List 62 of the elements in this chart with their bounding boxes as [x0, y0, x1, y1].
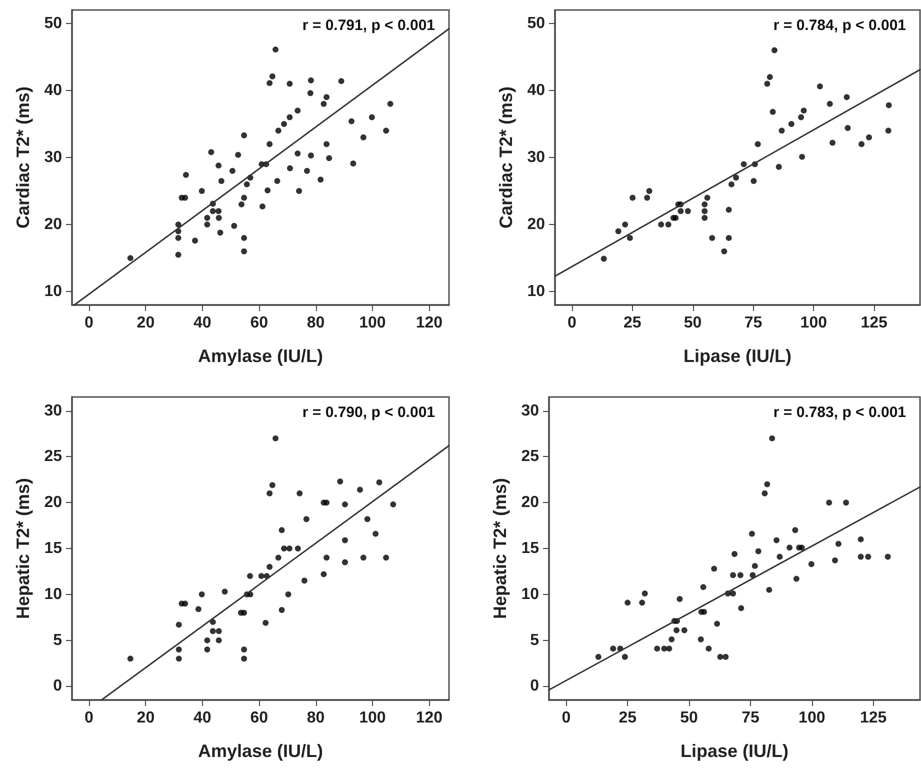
y-tick-label: 5: [530, 632, 540, 649]
y-tick-label: 5: [53, 632, 62, 649]
y-tick-label: 10: [521, 586, 540, 603]
y-axis-title: Cardiac T2* (ms): [13, 86, 33, 229]
x-tick-label: 80: [306, 710, 325, 726]
x-tick-label: 125: [860, 314, 888, 332]
x-tick-label: 100: [359, 314, 386, 332]
annotation: r = 0.790, p < 0.001: [302, 404, 436, 421]
x-tick-label: 50: [680, 710, 698, 726]
y-tick-label: 20: [44, 494, 62, 512]
x-axis-title: Amylase (IU/L): [198, 741, 324, 761]
y-tick-label: 30: [44, 149, 62, 166]
x-tick-label: 80: [306, 314, 325, 332]
y-tick-label: 15: [44, 540, 62, 557]
x-tick-label: 120: [416, 710, 443, 726]
x-tick-label: 50: [684, 314, 702, 332]
y-tick-label: 50: [527, 14, 546, 32]
x-tick-label: 20: [136, 314, 155, 332]
x-axis-title: Amylase (IU/L): [198, 346, 324, 366]
y-tick-label: 50: [44, 14, 62, 32]
y-tick-label: 25: [44, 448, 62, 466]
y-tick-label: 20: [527, 216, 546, 234]
x-tick-label: 25: [618, 710, 637, 726]
x-tick-label: 75: [744, 314, 762, 332]
x-tick-label: 75: [742, 710, 760, 726]
x-tick-label: 60: [250, 314, 268, 332]
x-tick-label: 25: [623, 314, 642, 332]
y-tick-label: 20: [521, 494, 540, 512]
x-tick-label: 0: [562, 710, 571, 726]
x-tick-label: 100: [359, 710, 386, 726]
y-tick-label: 40: [527, 82, 546, 99]
x-tick-label: 0: [84, 710, 94, 726]
y-tick-label: 0: [53, 678, 62, 695]
x-tick-label: 100: [800, 314, 828, 332]
y-tick-label: 25: [521, 448, 540, 466]
x-tick-label: 0: [567, 314, 576, 332]
x-tick-label: 40: [193, 710, 212, 726]
y-tick-label: 10: [44, 586, 62, 603]
y-tick-label: 10: [44, 283, 62, 300]
y-tick-label: 15: [521, 540, 540, 557]
x-tick-label: 20: [136, 710, 155, 726]
x-axis-title: Lipase (IU/L): [683, 346, 792, 366]
y-tick-label: 30: [521, 402, 540, 420]
x-tick-label: 40: [193, 314, 212, 332]
annotation: r = 0.791, p < 0.001: [302, 17, 436, 34]
x-tick-label: 120: [416, 314, 443, 332]
y-tick-label: 30: [44, 402, 62, 420]
x-tick-label: 0: [84, 314, 94, 332]
x-tick-label: 100: [798, 710, 826, 726]
y-tick-label: 20: [44, 216, 62, 234]
x-tick-label: 60: [250, 710, 268, 726]
x-axis-title: Lipase (IU/L): [680, 741, 789, 761]
y-tick-label: 0: [530, 678, 540, 695]
annotation: r = 0.784, p < 0.001: [773, 17, 906, 34]
y-tick-label: 40: [44, 82, 62, 99]
y-axis-title: Hepatic T2* (ms): [13, 478, 33, 620]
annotation: r = 0.783, p < 0.001: [773, 404, 906, 421]
y-axis-title: Cardiac T2* (ms): [496, 86, 516, 229]
y-tick-label: 10: [527, 283, 546, 300]
y-axis-title: Hepatic T2* (ms): [490, 478, 510, 620]
y-tick-label: 30: [527, 149, 546, 166]
x-tick-label: 125: [860, 710, 887, 726]
